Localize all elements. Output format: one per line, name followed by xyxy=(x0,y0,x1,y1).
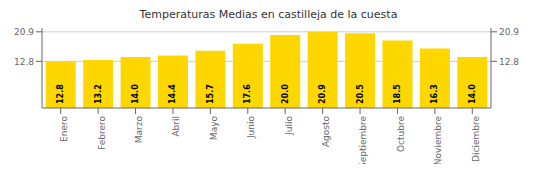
svg-text:Septiembre: Septiembre xyxy=(358,116,368,164)
svg-text:20.9: 20.9 xyxy=(14,27,34,37)
svg-text:17.6: 17.6 xyxy=(243,84,252,104)
svg-text:18.5: 18.5 xyxy=(393,84,402,104)
svg-text:20.9: 20.9 xyxy=(318,84,327,104)
svg-text:16.3: 16.3 xyxy=(430,84,439,104)
svg-text:20.9: 20.9 xyxy=(499,27,519,37)
svg-text:Diciembre: Diciembre xyxy=(471,116,481,162)
svg-text:20.0: 20.0 xyxy=(281,84,290,104)
svg-text:Julio: Julio xyxy=(284,116,294,136)
svg-text:Abril: Abril xyxy=(171,116,181,137)
svg-text:Octubre: Octubre xyxy=(396,116,406,152)
svg-text:Febrero: Febrero xyxy=(97,116,107,150)
svg-text:12.8: 12.8 xyxy=(14,57,34,67)
svg-text:Mayo: Mayo xyxy=(209,116,219,141)
svg-text:14.4: 14.4 xyxy=(168,84,177,104)
svg-text:Noviembre: Noviembre xyxy=(433,116,443,164)
svg-text:Enero: Enero xyxy=(59,116,69,142)
svg-text:Junio: Junio xyxy=(246,116,256,140)
svg-text:15.7: 15.7 xyxy=(206,84,215,104)
svg-text:14.0: 14.0 xyxy=(131,84,140,104)
svg-text:Marzo: Marzo xyxy=(134,116,144,144)
svg-text:13.2: 13.2 xyxy=(94,84,103,104)
html-text:Temperaturas Medias en castill: Temperaturas Medias en castilleja de la … xyxy=(139,8,398,21)
svg-text:Agosto: Agosto xyxy=(321,116,331,148)
svg-text:12.8: 12.8 xyxy=(499,57,519,67)
svg-text:12.8: 12.8 xyxy=(56,84,65,104)
svg-text:20.5: 20.5 xyxy=(356,84,365,104)
svg-text:14.0: 14.0 xyxy=(468,84,477,104)
